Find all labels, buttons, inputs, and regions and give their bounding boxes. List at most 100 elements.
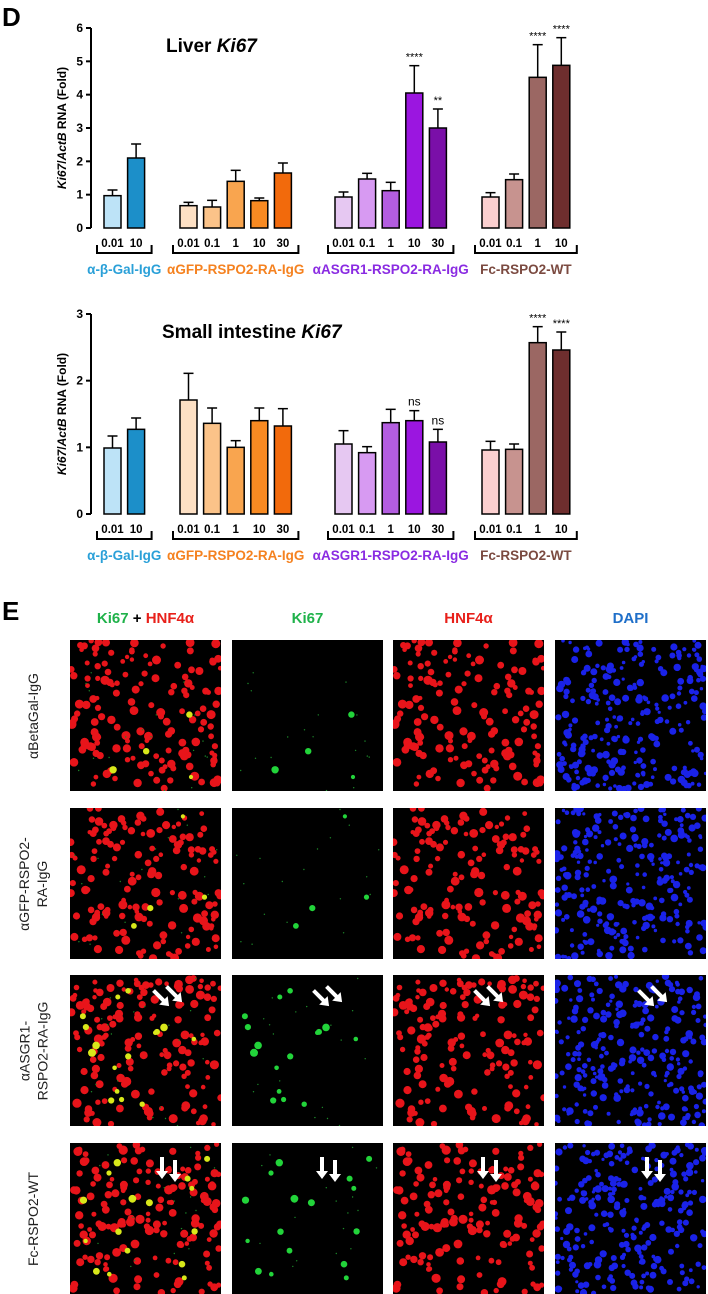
hnf4a-nucleus bbox=[492, 953, 497, 958]
dapi-nucleus bbox=[608, 1274, 613, 1279]
hnf4a-nucleus bbox=[533, 1283, 541, 1291]
bar bbox=[104, 196, 121, 228]
dapi-nucleus bbox=[698, 1243, 703, 1248]
hnf4a-nucleus bbox=[416, 750, 423, 757]
dose-label: 10 bbox=[408, 238, 421, 250]
dapi-nucleus bbox=[567, 1112, 570, 1115]
dapi-nucleus bbox=[581, 670, 586, 675]
dapi-nucleus bbox=[700, 947, 706, 954]
hnf4a-nucleus bbox=[187, 1059, 194, 1066]
dapi-nucleus bbox=[600, 1032, 606, 1038]
ki67-speck bbox=[247, 683, 248, 684]
micrograph-image bbox=[232, 640, 383, 791]
hnf4a-nucleus bbox=[417, 1174, 425, 1182]
ki67-speck bbox=[257, 1084, 258, 1085]
hnf4a-nucleus bbox=[523, 705, 530, 712]
hnf4a-nucleus bbox=[505, 674, 512, 681]
dapi-nucleus bbox=[678, 989, 685, 996]
hnf4a-nucleus bbox=[93, 750, 100, 757]
ki67-nucleus bbox=[341, 1261, 348, 1268]
hnf4a-nucleus bbox=[486, 718, 494, 726]
ki67-speck bbox=[269, 1024, 270, 1025]
dapi-nucleus bbox=[634, 1000, 638, 1004]
dapi-nucleus bbox=[664, 1195, 668, 1199]
hnf4a-nucleus bbox=[163, 718, 171, 726]
hnf4a-nucleus bbox=[471, 771, 477, 777]
hnf4a-nucleus bbox=[211, 996, 217, 1002]
hnf4a-nucleus bbox=[430, 984, 438, 992]
bar bbox=[529, 343, 546, 514]
hnf4a-nucleus bbox=[526, 1104, 531, 1109]
hnf4a-nucleus bbox=[451, 877, 460, 886]
dapi-nucleus bbox=[684, 893, 689, 898]
dapi-nucleus bbox=[696, 678, 701, 683]
dapi-nucleus bbox=[677, 937, 683, 943]
hnf4a-nucleus bbox=[102, 640, 110, 647]
hnf4a-nucleus bbox=[508, 1049, 515, 1056]
hnf4a-nucleus bbox=[403, 738, 412, 747]
dapi-nucleus bbox=[641, 771, 646, 776]
hnf4a-nucleus bbox=[148, 662, 153, 667]
chart-title: Liver Ki67 bbox=[166, 36, 258, 57]
hnf4a-nucleus bbox=[414, 718, 422, 726]
ki67-nucleus bbox=[125, 988, 131, 994]
dapi-nucleus bbox=[639, 1032, 645, 1038]
hnf4a-nucleus bbox=[524, 825, 531, 832]
hnf4a-nucleus bbox=[443, 1181, 451, 1189]
dapi-nucleus bbox=[557, 752, 562, 757]
dapi-nucleus bbox=[680, 823, 684, 827]
ki67-nucleus bbox=[80, 1197, 87, 1204]
dapi-nucleus bbox=[573, 850, 578, 855]
hnf4a-nucleus bbox=[478, 1204, 486, 1212]
bar bbox=[180, 206, 197, 228]
hnf4a-nucleus bbox=[483, 1230, 490, 1237]
hnf4a-nucleus bbox=[89, 695, 97, 703]
hnf4a-nucleus bbox=[102, 909, 110, 917]
hnf4a-nucleus bbox=[504, 688, 510, 694]
hnf4a-nucleus bbox=[468, 1226, 477, 1235]
dapi-nucleus bbox=[647, 1117, 651, 1121]
hnf4a-nucleus bbox=[102, 661, 108, 667]
dapi-nucleus bbox=[584, 1262, 591, 1269]
hnf4a-nucleus bbox=[396, 912, 403, 919]
dapi-nucleus bbox=[702, 1265, 706, 1270]
ki67-speck bbox=[130, 1266, 131, 1267]
dapi-nucleus bbox=[687, 1143, 694, 1150]
hnf4a-nucleus bbox=[92, 935, 97, 940]
dapi-nucleus bbox=[633, 683, 637, 687]
ki67-nucleus bbox=[191, 1228, 197, 1234]
hnf4a-nucleus bbox=[440, 1002, 447, 1009]
dapi-nucleus bbox=[601, 1210, 608, 1217]
dapi-nucleus bbox=[625, 1270, 631, 1276]
dapi-nucleus bbox=[696, 808, 702, 812]
hnf4a-nucleus bbox=[113, 843, 121, 851]
dapi-nucleus bbox=[633, 1022, 640, 1029]
hnf4a-nucleus bbox=[462, 743, 468, 749]
dapi-nucleus bbox=[689, 1278, 695, 1284]
dapi-nucleus bbox=[684, 701, 688, 705]
dapi-nucleus bbox=[663, 1036, 669, 1042]
group-label: αGFP-RSPO2-RA-IgG bbox=[167, 548, 304, 563]
dapi-nucleus bbox=[659, 867, 664, 872]
dapi-nucleus bbox=[645, 1240, 651, 1246]
hnf4a-nucleus bbox=[197, 832, 203, 838]
ki67-nucleus bbox=[115, 1229, 121, 1235]
ki67-speck bbox=[178, 898, 179, 899]
dapi-nucleus bbox=[571, 893, 577, 899]
dapi-nucleus bbox=[614, 698, 621, 705]
y-tick-label: 0 bbox=[76, 221, 83, 235]
hnf4a-nucleus bbox=[532, 846, 538, 852]
y-axis-label: Ki67/ActB RNA (Fold) bbox=[55, 67, 69, 189]
ki67-speck bbox=[195, 978, 196, 979]
dapi-nucleus bbox=[678, 723, 682, 727]
y-tick-label: 2 bbox=[76, 154, 83, 168]
micrograph-image bbox=[393, 1143, 544, 1294]
dapi-nucleus bbox=[641, 926, 646, 931]
dapi-nucleus bbox=[647, 1014, 654, 1021]
dapi-nucleus bbox=[589, 1202, 597, 1210]
dapi-nucleus bbox=[585, 848, 589, 852]
ki67-nucleus bbox=[287, 988, 293, 994]
hnf4a-nucleus bbox=[484, 785, 491, 791]
hnf4a-nucleus bbox=[407, 1109, 415, 1117]
hnf4a-nucleus bbox=[399, 1258, 407, 1266]
